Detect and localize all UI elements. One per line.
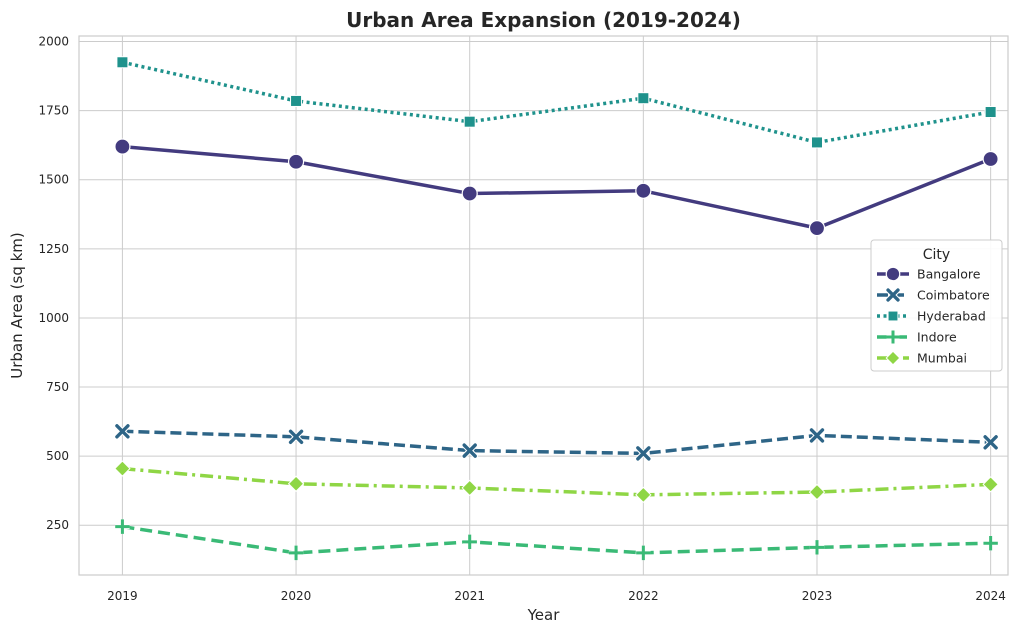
y-tick-label: 2000: [38, 35, 69, 49]
data-point-mumbai: [461, 479, 478, 497]
data-point-indore: [809, 540, 825, 555]
y-tick-label: 1750: [38, 104, 69, 118]
data-point-hyderabad: [290, 94, 303, 107]
series-indore: [115, 519, 998, 561]
data-point-mumbai: [287, 475, 305, 492]
data-point-coimbatore: [114, 423, 131, 440]
series-layer: [114, 56, 999, 561]
legend-label: Mumbai: [917, 351, 967, 366]
data-point-mumbai: [808, 483, 826, 501]
legend-items: Bangalore Coimbatore Hyderabad Indore Mumbai: [877, 267, 990, 366]
series-coimbatore: [114, 423, 999, 462]
legend-item-bangalore: Bangalore: [877, 267, 981, 282]
legend-item-coimbatore: Coimbatore: [877, 287, 990, 303]
legend-label: Hyderabad: [917, 309, 986, 324]
x-tick-label: 2024: [975, 589, 1006, 603]
data-point-bangalore: [982, 150, 999, 168]
series-line-bangalore: [122, 144, 992, 230]
y-tick-label: 1000: [38, 311, 69, 325]
data-point-bangalore: [635, 182, 652, 199]
legend-marker: [887, 310, 899, 322]
x-tick-label: 2019: [107, 589, 138, 603]
data-point-indore: [288, 545, 304, 561]
series-bangalore: [114, 138, 999, 237]
y-tick-label: 750: [46, 380, 69, 394]
data-point-mumbai: [635, 486, 652, 504]
legend-marker: [885, 287, 901, 303]
plot-area: [78, 35, 1009, 576]
legend-label: Bangalore: [917, 267, 981, 282]
legend-label: Coimbatore: [917, 288, 990, 303]
legend-marker: [885, 350, 901, 366]
legend-label: Indore: [917, 330, 957, 345]
data-point-mumbai: [982, 476, 999, 493]
data-point-coimbatore: [808, 427, 826, 444]
grid: [79, 36, 1008, 575]
series-line-coimbatore: [122, 429, 991, 456]
data-point-indore: [462, 534, 477, 550]
data-point-bangalore: [114, 138, 131, 155]
data-point-indore: [115, 519, 130, 534]
legend-item-mumbai: Mumbai: [877, 351, 967, 366]
legend-item-hyderabad: Hyderabad: [877, 309, 986, 324]
y-tick-label: 250: [46, 518, 69, 532]
legend-marker: [886, 330, 900, 344]
legend-item-indore: Indore: [877, 330, 957, 345]
data-point-coimbatore: [461, 442, 478, 459]
data-point-indore: [983, 536, 998, 551]
series-line-mumbai: [122, 466, 991, 497]
data-point-coimbatore: [635, 445, 652, 462]
x-tick-label: 2020: [281, 589, 312, 603]
data-point-indore: [636, 545, 651, 561]
legend-title: City: [923, 247, 950, 263]
series-line-hyderabad: [122, 60, 991, 145]
data-point-coimbatore: [287, 428, 305, 446]
x-axis-title: Year: [527, 606, 561, 624]
data-point-hyderabad: [984, 106, 997, 119]
x-tick-label: 2023: [802, 589, 833, 603]
data-point-bangalore: [461, 185, 478, 202]
x-tick-label: 2022: [628, 589, 659, 603]
data-point-hyderabad: [463, 115, 476, 128]
x-tick-label: 2021: [454, 589, 485, 603]
y-tick-label: 1500: [38, 173, 69, 187]
data-point-mumbai: [114, 460, 131, 477]
legend-marker: [885, 266, 901, 282]
chart-title: Urban Area Expansion (2019-2024): [346, 8, 741, 32]
data-point-coimbatore: [982, 434, 999, 451]
series-hyderabad: [116, 56, 997, 149]
data-point-hyderabad: [116, 56, 129, 69]
data-point-bangalore: [287, 153, 305, 170]
tick-labels: 2019 2020 2021 2022 2023 2024 250 500 750 1000 125…: [38, 35, 1005, 603]
data-point-hyderabad: [637, 92, 650, 105]
series-mumbai: [114, 460, 999, 504]
series-line-indore: [122, 524, 991, 555]
y-tick-label: 1250: [38, 242, 69, 256]
legend: City Bangalore Coimbatore Hyderabad Indore M…: [870, 239, 1003, 372]
data-point-hyderabad: [810, 136, 823, 149]
data-point-bangalore: [808, 220, 826, 237]
y-tick-label: 500: [46, 449, 69, 463]
y-axis-title: Urban Area (sq km): [8, 232, 26, 379]
